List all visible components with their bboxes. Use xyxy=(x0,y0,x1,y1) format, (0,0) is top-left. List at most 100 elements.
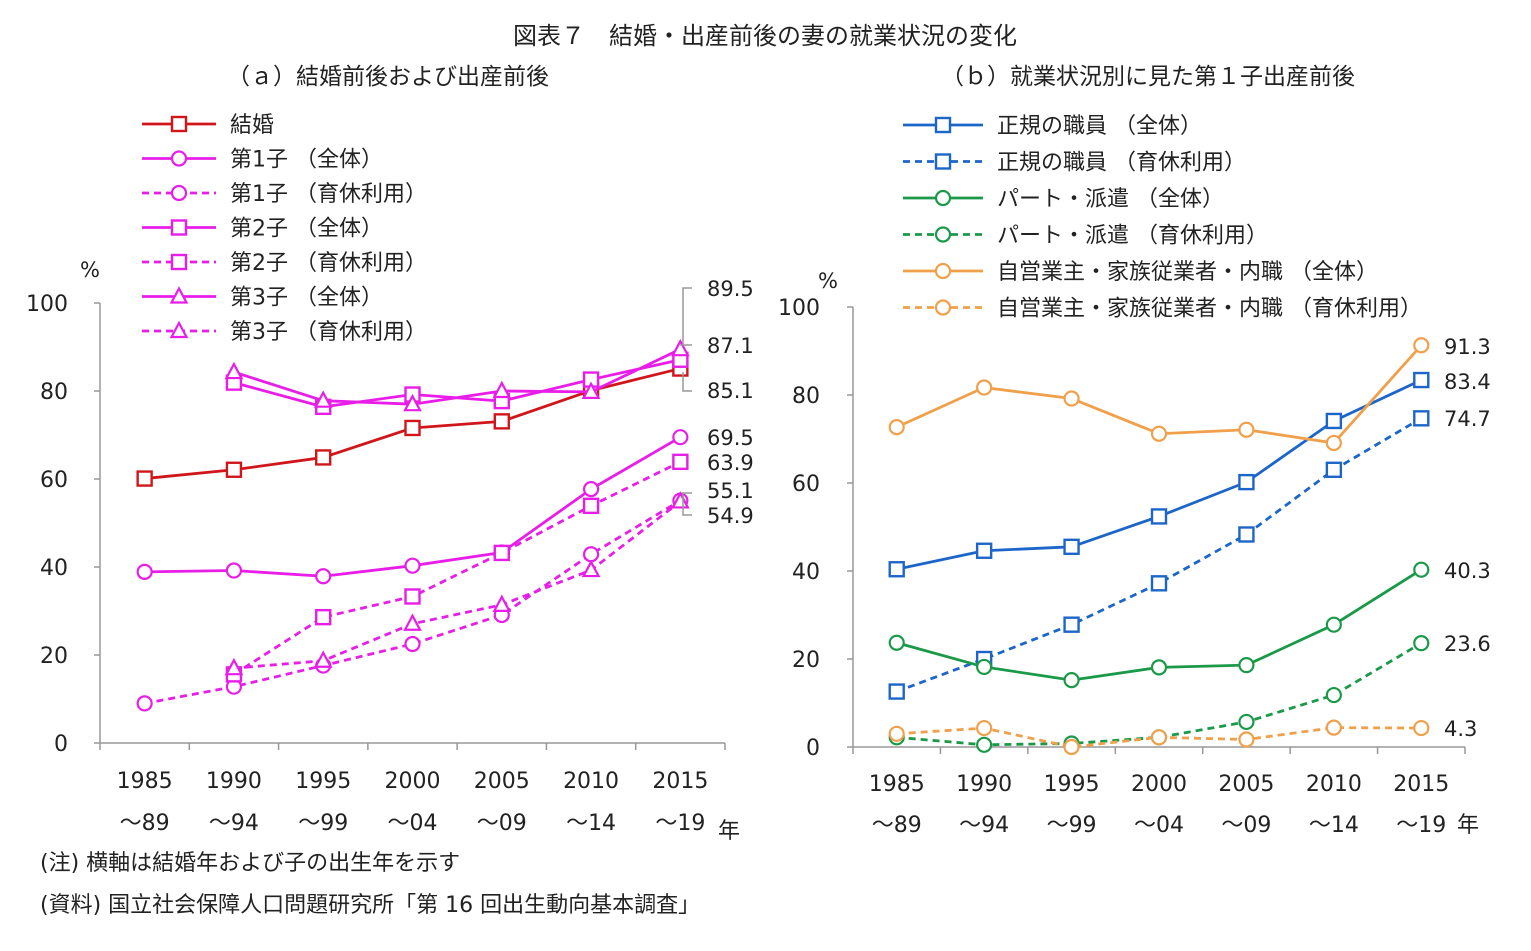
legend-label: 第3子 （全体） xyxy=(230,286,383,311)
data-point xyxy=(888,634,905,651)
x-tick-label-range: ～04 xyxy=(1134,813,1184,838)
x-tick-label: 2005 xyxy=(474,769,530,794)
x-tick-label: 1990 xyxy=(206,769,262,794)
x-tick-label: 1985 xyxy=(117,769,173,794)
chart-b-annotations: 91.3 83.4 74.7 40.3 23.6 4.3 xyxy=(1444,335,1491,741)
x-tick-label-range: ～09 xyxy=(477,811,527,836)
x-tick-label-range: ～94 xyxy=(959,813,1009,838)
x-tick-label: 2010 xyxy=(1306,772,1362,797)
x-tick-label: 2000 xyxy=(385,769,441,794)
x-tick-label-range: ～04 xyxy=(388,811,438,836)
legend-marker xyxy=(170,253,188,271)
series-3 xyxy=(888,561,1430,689)
y-tick-label: 60 xyxy=(792,472,820,497)
legend-marker xyxy=(170,219,188,236)
data-point xyxy=(1325,686,1342,704)
value-annotation: 69.5 xyxy=(707,426,754,450)
legend-marker xyxy=(934,116,952,134)
x-tick-label: 1985 xyxy=(869,772,925,797)
annotation-leader xyxy=(682,372,692,392)
data-point xyxy=(404,635,421,653)
data-point xyxy=(315,568,332,585)
value-annotation: 74.7 xyxy=(1444,407,1491,431)
data-point xyxy=(1150,575,1168,592)
value-annotation: 89.5 xyxy=(707,277,754,301)
data-point xyxy=(671,491,690,509)
data-point xyxy=(403,393,422,412)
y-tick-label: 60 xyxy=(40,468,68,493)
y-tick-label: 80 xyxy=(792,384,820,409)
data-point xyxy=(1413,719,1430,737)
data-point xyxy=(493,544,510,562)
legend-label: 第2子 （育休利用） xyxy=(230,251,427,276)
data-point xyxy=(1063,738,1080,756)
data-point xyxy=(1238,731,1255,748)
annotation-leader xyxy=(682,492,692,505)
legend-marker xyxy=(170,115,188,133)
data-point xyxy=(315,608,332,626)
legend-marker xyxy=(934,153,952,170)
data-point xyxy=(1238,657,1255,674)
value-annotation: 54.9 xyxy=(707,504,754,528)
series-6 xyxy=(888,719,1430,756)
data-point xyxy=(1325,719,1342,736)
chart-a-axes: 0 20 40 60 80 100 1985 ～89 1990 ～94 1995 ～99 2000 ～04… xyxy=(26,292,726,836)
chart-b-legend: 正規の職員 （全体） 正規の職員 （育休利用） パート・派遣 （全体） パート・派遣 … xyxy=(903,114,1422,322)
chart-a-title: （ａ）結婚前後および出産前後 xyxy=(227,64,549,90)
x-tick-label-range: ～14 xyxy=(1309,813,1359,838)
x-tick-label-range: ～89 xyxy=(872,813,922,838)
y-tick-label: 0 xyxy=(54,732,68,757)
legend-label: パート・派遣 （全体） xyxy=(997,187,1224,212)
series-5 xyxy=(888,337,1430,452)
x-tick-label-range: ～99 xyxy=(1047,813,1097,838)
y-tick-label: 0 xyxy=(806,736,820,761)
source-text: (資料) 国立社会保障人口問題研究所「第 16 回出生動向基本調査」 xyxy=(40,893,700,918)
data-point xyxy=(1063,390,1080,407)
y-tick-label: 100 xyxy=(778,296,820,321)
x-tick-label: 2010 xyxy=(563,769,619,794)
data-point xyxy=(404,588,421,605)
data-point xyxy=(1325,461,1343,478)
data-point xyxy=(582,481,600,498)
legend-marker xyxy=(169,320,189,339)
data-point xyxy=(672,453,689,471)
data-point xyxy=(224,361,244,380)
series-line xyxy=(233,358,681,409)
chart-panel-b: （ｂ）就業状況別に見た第１子出産前後 % 正規の職員 （全体） 正規の職員 （育休… xyxy=(778,64,1491,838)
data-point xyxy=(975,542,993,559)
data-point xyxy=(1150,729,1168,746)
legend-label: 第2子 （全体） xyxy=(230,217,383,242)
chart-b-xunit: 年 xyxy=(1457,813,1479,838)
data-point xyxy=(976,736,993,753)
data-point xyxy=(315,449,332,466)
data-point xyxy=(404,419,421,437)
value-annotation: 55.1 xyxy=(707,479,754,503)
figure-title: 図表７ 結婚・出産前後の妻の就業状況の変化 xyxy=(513,22,1017,50)
data-point xyxy=(136,563,153,580)
y-tick-label: 40 xyxy=(40,556,68,581)
data-point xyxy=(888,683,905,700)
data-point xyxy=(581,559,601,578)
data-point xyxy=(1413,561,1430,578)
y-tick-label: 40 xyxy=(792,560,820,585)
data-point xyxy=(1150,659,1168,676)
series-1 xyxy=(136,360,689,487)
data-point xyxy=(492,380,512,399)
x-tick-label-range: ～99 xyxy=(298,811,348,836)
x-tick-label-range: ～19 xyxy=(655,811,705,836)
x-tick-label: 1995 xyxy=(1044,772,1100,797)
chart-a-series xyxy=(136,338,690,712)
data-point xyxy=(1413,410,1430,427)
x-tick-label: 2015 xyxy=(1393,772,1449,797)
series-line xyxy=(233,460,681,676)
data-point xyxy=(493,413,510,430)
y-tick-label: 80 xyxy=(40,380,68,405)
series-line xyxy=(896,417,1422,693)
data-point xyxy=(672,429,689,446)
data-point xyxy=(1325,616,1342,633)
value-annotation: 40.3 xyxy=(1444,559,1491,583)
legend-label: 正規の職員 （全体） xyxy=(997,114,1202,139)
